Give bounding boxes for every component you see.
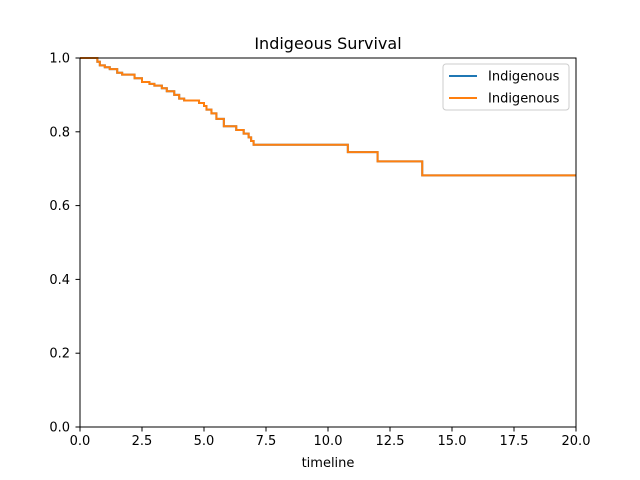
x-tick-label: 10.0 [314,434,343,449]
x-tick-label: 15.0 [438,434,467,449]
x-tick-label: 17.5 [500,434,529,449]
y-tick-label: 1.0 [49,52,70,67]
x-tick-label: 5.0 [194,434,215,449]
legend: Indigenous Indigenous [442,63,570,111]
y-tick-label: 0.4 [49,273,70,288]
y-tick-label: 0.2 [49,347,70,362]
legend-label-2: Indigenous [488,92,560,107]
legend-label-1: Indigenous [488,70,560,85]
x-tick-label: 0.0 [70,434,91,449]
y-tick-label: 0.8 [49,125,70,140]
x-tick-label: 2.5 [132,434,153,449]
x-tick-label: 20.0 [562,434,591,449]
y-tick-label: 0.6 [49,199,70,214]
series-layer [80,57,576,177]
x-axis-label: timeline [302,456,355,471]
chart-title: Indigeous Survival [254,34,401,53]
y-tick-label: 0.0 [49,421,70,436]
x-tick-label: 7.5 [256,434,277,449]
axes-layer: 0.0 2.5 5.0 7.5 10.0 12.5 15.0 17.5 20.0 0.0 0.2 0.… [49,52,590,450]
series-line-2 [80,57,576,177]
x-tick-label: 12.5 [376,434,405,449]
